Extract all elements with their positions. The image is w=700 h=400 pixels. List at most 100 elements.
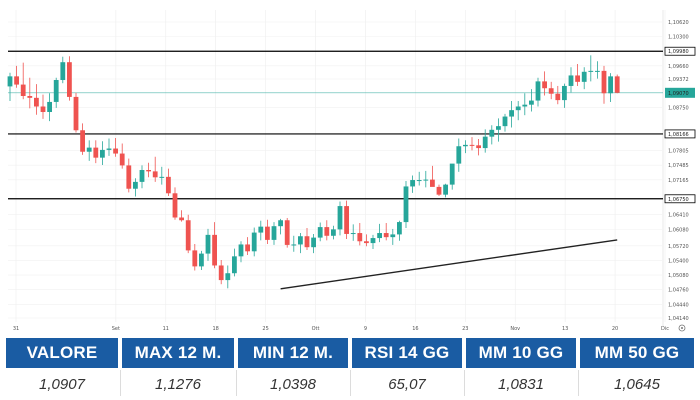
candle-body [192,250,198,267]
x-tick-label: 16 [412,326,418,332]
candle-body [152,171,158,178]
x-tick-label: 23 [462,326,468,332]
candle-body [443,184,448,195]
candle-body [67,62,72,97]
candle-body [476,145,481,149]
candle-body [113,148,118,154]
x-tick-label: 20 [612,326,618,332]
y-tick-label: 1,07805 [668,149,689,155]
candle-body [337,206,343,230]
trend-line [280,239,618,290]
candle-body [14,76,19,85]
x-tick-label: 25 [262,326,268,332]
candle-body [146,170,151,172]
candle-body [548,88,554,94]
candle-body [106,148,112,150]
y-tick-label: 1,09372 [668,77,689,83]
candle-body [166,176,171,194]
candle-body [199,253,204,267]
y-tick-label: 1,09660 [668,64,689,70]
y-tick-label: 1,10620 [668,20,689,26]
level-tag [664,129,696,139]
candle-body [185,220,191,251]
candle-body [562,85,567,101]
last-price-tag [665,87,695,98]
candle-body [377,233,382,239]
stat-value: 1,0907 [39,376,85,393]
candle-body [133,181,138,189]
candle-body [344,206,349,234]
candle-body [304,236,310,248]
level-label: 1,06750 [668,197,689,203]
y-tick-label: 1,06410 [668,212,689,218]
candle-body [73,96,79,131]
candle-body [232,256,237,274]
x-tick-label: 31 [13,326,19,332]
candle-body [271,226,277,240]
y-tick-label: 1,04140 [668,316,689,322]
level-tag [664,46,696,56]
level-tag [664,194,696,204]
y-tick-label: 1,07165 [668,178,689,184]
candle-body [139,170,145,182]
candle-body [159,176,165,178]
candle-body [449,163,455,185]
gear-icon[interactable] [678,324,686,332]
candle-body [581,71,587,82]
candle-body [456,146,462,164]
chart-area[interactable]: 1,10620 1,10300 1,09980 1,09660 1,09372 1,087… [0,0,700,340]
stat-mm-50: MM 50 GG 1,0645 [580,338,694,400]
stat-header: MAX 12 M. [122,338,234,368]
candle-body [489,129,495,137]
candle-body [298,236,303,245]
y-tick-label: 1,10300 [668,35,689,41]
stat-header: MM 10 GG [466,338,576,368]
candle-body [80,130,85,152]
candle-body [515,106,521,111]
candle-body [496,126,501,130]
stat-min-12m: MIN 12 M. 1,0398 [238,338,348,400]
candle-body [482,136,488,149]
candle-body [509,110,514,117]
candle-body [100,149,105,158]
y-tick-label: 1,04760 [668,288,689,294]
candle-body [238,244,244,257]
stat-header: RSI 14 GG [352,338,462,368]
candle-body [278,220,283,227]
candle-body [601,70,607,94]
candle-body [575,75,580,82]
candle-body [608,76,613,94]
candle-body [390,234,396,238]
x-tick-label: Nov [510,326,520,332]
candle-body [225,273,231,281]
candle-body [416,180,422,182]
level-label: 1,08166 [668,132,689,138]
candle-body [265,226,270,240]
candle-body [410,180,415,187]
stat-value: 1,0645 [614,376,660,393]
divider [578,370,579,396]
stat-header: VALORE [6,338,118,368]
candle-body [370,238,376,244]
candle-body [53,80,59,102]
candle-body [86,147,92,152]
stat-rsi-14: RSI 14 GG 65,07 [352,338,462,400]
candle-body [40,106,46,112]
y-tick-label: 1,06080 [668,227,689,233]
candle-body [179,217,184,221]
candle-body [258,226,264,233]
stat-mm-10: MM 10 GG 1,0831 [466,338,576,400]
candlestick-chart[interactable]: 1,10620 1,10300 1,09980 1,09660 1,09372 1,087… [0,0,700,340]
candle-body [172,193,178,218]
stat-header: MM 50 GG [580,338,694,368]
candle-body [317,227,323,238]
candle-body [614,76,620,93]
candle-body [397,222,402,235]
x-tick-label: Dic [661,326,669,332]
x-tick-label: 13 [562,326,568,332]
last-price-label: 1,09070 [668,91,689,97]
y-tick-label: 1,05720 [668,244,689,250]
gear-ring [678,324,686,332]
candle-body [311,237,316,248]
x-tick-label: 9 [364,326,367,332]
